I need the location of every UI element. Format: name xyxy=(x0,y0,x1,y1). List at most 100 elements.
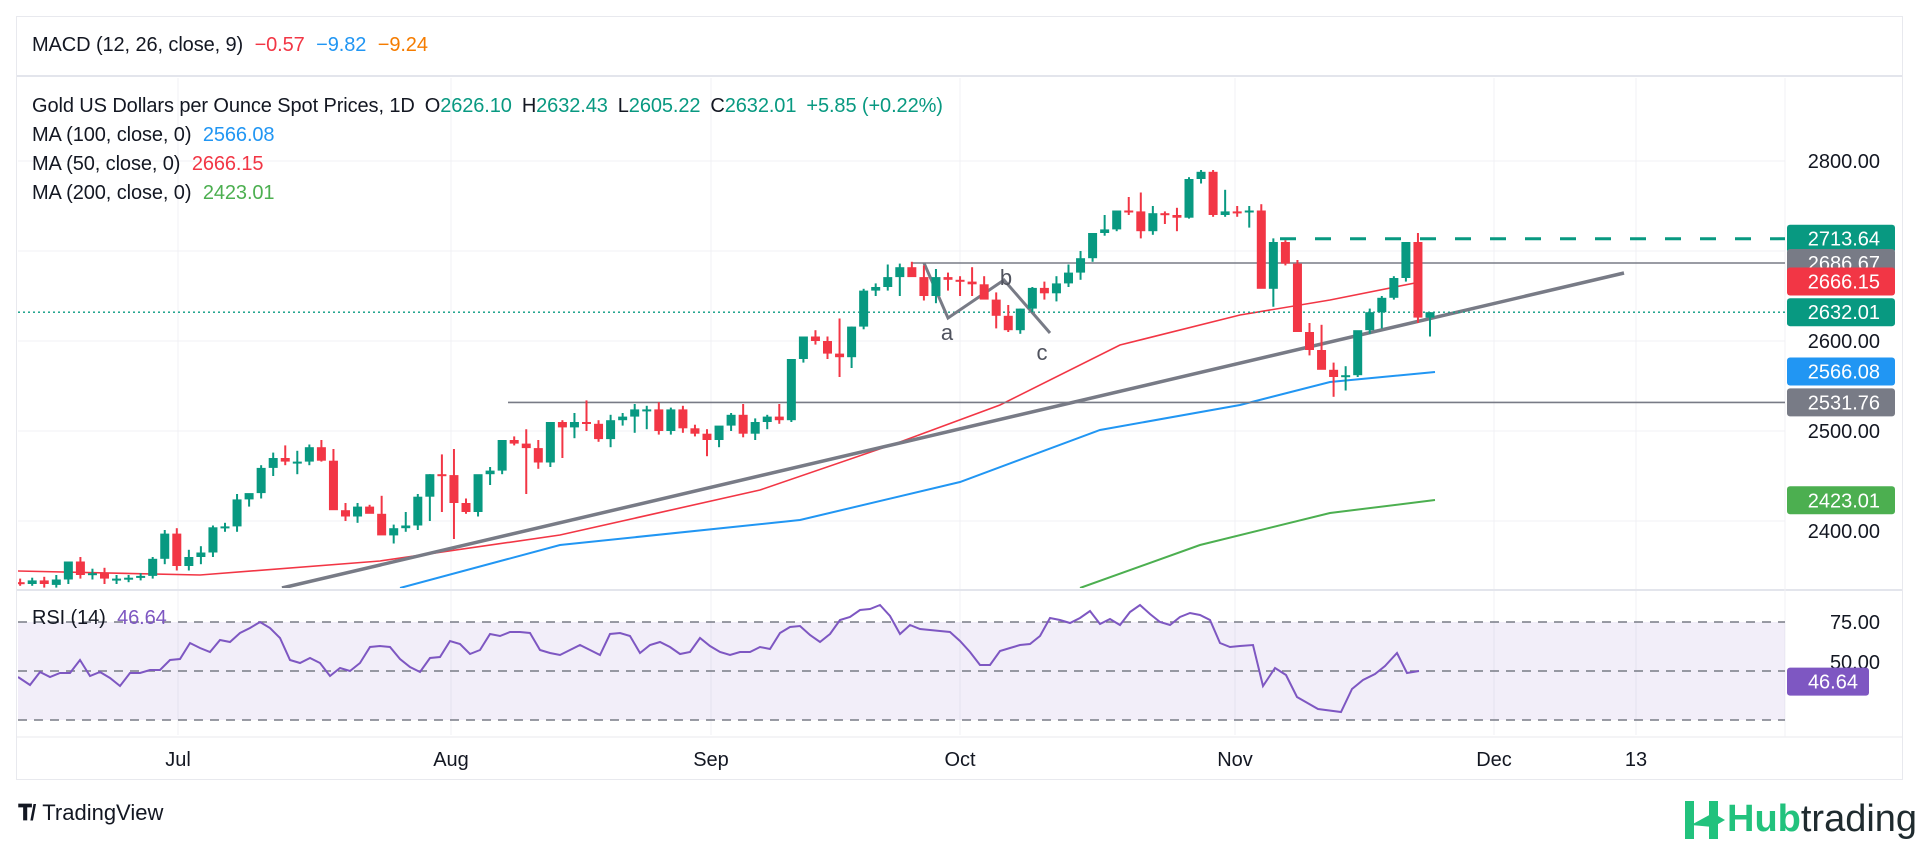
candle-body xyxy=(618,416,628,421)
candle-body xyxy=(1112,210,1122,230)
candle-body xyxy=(87,573,97,576)
candle xyxy=(666,407,676,435)
candle-body xyxy=(51,579,61,585)
candle xyxy=(1256,204,1266,289)
candle xyxy=(1268,238,1278,307)
candle-body xyxy=(1305,332,1314,350)
candle xyxy=(1172,207,1182,232)
candle xyxy=(678,405,688,433)
candle xyxy=(196,546,206,565)
macd-hist-value: −9.24 xyxy=(377,34,428,56)
candle-body xyxy=(883,277,893,287)
candle xyxy=(1292,260,1302,332)
rsi-badge-label: 46.64 xyxy=(1808,672,1858,694)
price-badge-label: 2713.64 xyxy=(1808,229,1880,251)
price-axis-tick: 2400.00 xyxy=(1808,521,1880,543)
candle xyxy=(545,422,555,467)
wave-label-c: c xyxy=(1037,340,1048,365)
ascending-trendline xyxy=(281,271,1625,588)
symbol-legend[interactable]: Gold US Dollars per Ounce Spot Prices, 1… xyxy=(32,95,949,118)
candle xyxy=(979,276,989,300)
candle-body xyxy=(244,493,254,500)
ma200-legend[interactable]: MA (200, close, 0) 2423.01 xyxy=(32,182,280,205)
candle xyxy=(726,413,736,431)
price-badge-bg xyxy=(1787,357,1895,386)
candle-body xyxy=(967,281,977,285)
candle-body xyxy=(63,561,73,580)
candle-body xyxy=(642,409,652,412)
hubtrading-logo: Hub trading xyxy=(1683,798,1917,841)
candle xyxy=(220,522,230,532)
candle xyxy=(618,413,628,426)
candle-body xyxy=(4,582,13,584)
macd-label: MACD (12, 26, close, 9) xyxy=(32,34,244,56)
open-value: 2626.10 xyxy=(440,95,512,117)
wave-label-b: b xyxy=(1000,265,1012,290)
candle xyxy=(533,440,543,469)
candle xyxy=(1184,177,1194,219)
candle xyxy=(1076,251,1086,280)
rsi-legend[interactable]: RSI (14) 46.64 xyxy=(32,607,173,630)
candle xyxy=(594,420,604,442)
candle-body xyxy=(859,290,869,327)
candle-body xyxy=(100,573,109,579)
price-badge-bg xyxy=(1787,267,1895,296)
candle xyxy=(991,292,1001,329)
candle xyxy=(256,465,266,499)
candle xyxy=(606,414,616,448)
candle-body xyxy=(1124,210,1134,213)
candle-body xyxy=(268,458,278,468)
candle xyxy=(1377,296,1387,329)
candle-body xyxy=(341,510,350,517)
candle-body xyxy=(786,359,796,421)
candle-body xyxy=(1365,312,1375,331)
candle xyxy=(1389,276,1399,300)
candle-body xyxy=(473,474,483,512)
candle xyxy=(304,444,314,466)
ma100-value: 2566.08 xyxy=(202,124,275,146)
time-axis-label-13: 13 xyxy=(1625,749,1647,771)
candle xyxy=(1003,305,1013,332)
candle-body xyxy=(316,447,326,461)
ma100-legend[interactable]: MA (100, close, 0) 2566.08 xyxy=(32,124,280,147)
candle-body xyxy=(196,552,206,557)
candle-body xyxy=(292,461,302,464)
macd-signal-value: −9.82 xyxy=(316,34,367,56)
price-axis-tick: 2800.00 xyxy=(1808,151,1880,173)
macd-legend[interactable]: MACD (12, 26, close, 9) −0.57 −9.82 −9.2… xyxy=(32,34,434,57)
candle-body xyxy=(1413,242,1423,318)
candle xyxy=(389,524,399,544)
candle-body xyxy=(1076,258,1086,273)
candle xyxy=(172,528,182,571)
ma50-legend[interactable]: MA (50, close, 0) 2666.15 xyxy=(32,153,269,176)
candle xyxy=(353,503,363,523)
candle-body xyxy=(1003,315,1013,331)
candle-body xyxy=(738,414,748,434)
candle-body xyxy=(1329,369,1339,377)
tradingview-wordmark: TradingView xyxy=(42,800,164,825)
candle xyxy=(967,267,977,296)
candle xyxy=(1160,211,1170,224)
price-badge: 2566.08 xyxy=(1787,357,1895,386)
price-badge: 2713.64 xyxy=(1787,224,1895,253)
candle-body xyxy=(991,299,1001,316)
candle xyxy=(798,336,808,363)
candle-body xyxy=(630,409,640,417)
candle xyxy=(280,445,290,466)
time-axis-label-nov: Nov xyxy=(1217,749,1253,771)
candle-body xyxy=(1220,211,1230,215)
candle xyxy=(919,265,929,301)
candle-body xyxy=(702,433,712,440)
candle xyxy=(1100,215,1110,236)
candle-body xyxy=(461,503,471,512)
candle-body xyxy=(750,422,760,434)
candle xyxy=(1232,206,1242,217)
candle-body xyxy=(509,440,519,444)
candle xyxy=(642,405,652,430)
candle-body xyxy=(545,422,555,463)
candle xyxy=(437,454,447,512)
ma50-value: 2666.15 xyxy=(191,153,264,175)
tradingview-logo[interactable]: 𝐓/ TradingView xyxy=(18,800,163,826)
candle-body xyxy=(557,422,567,428)
